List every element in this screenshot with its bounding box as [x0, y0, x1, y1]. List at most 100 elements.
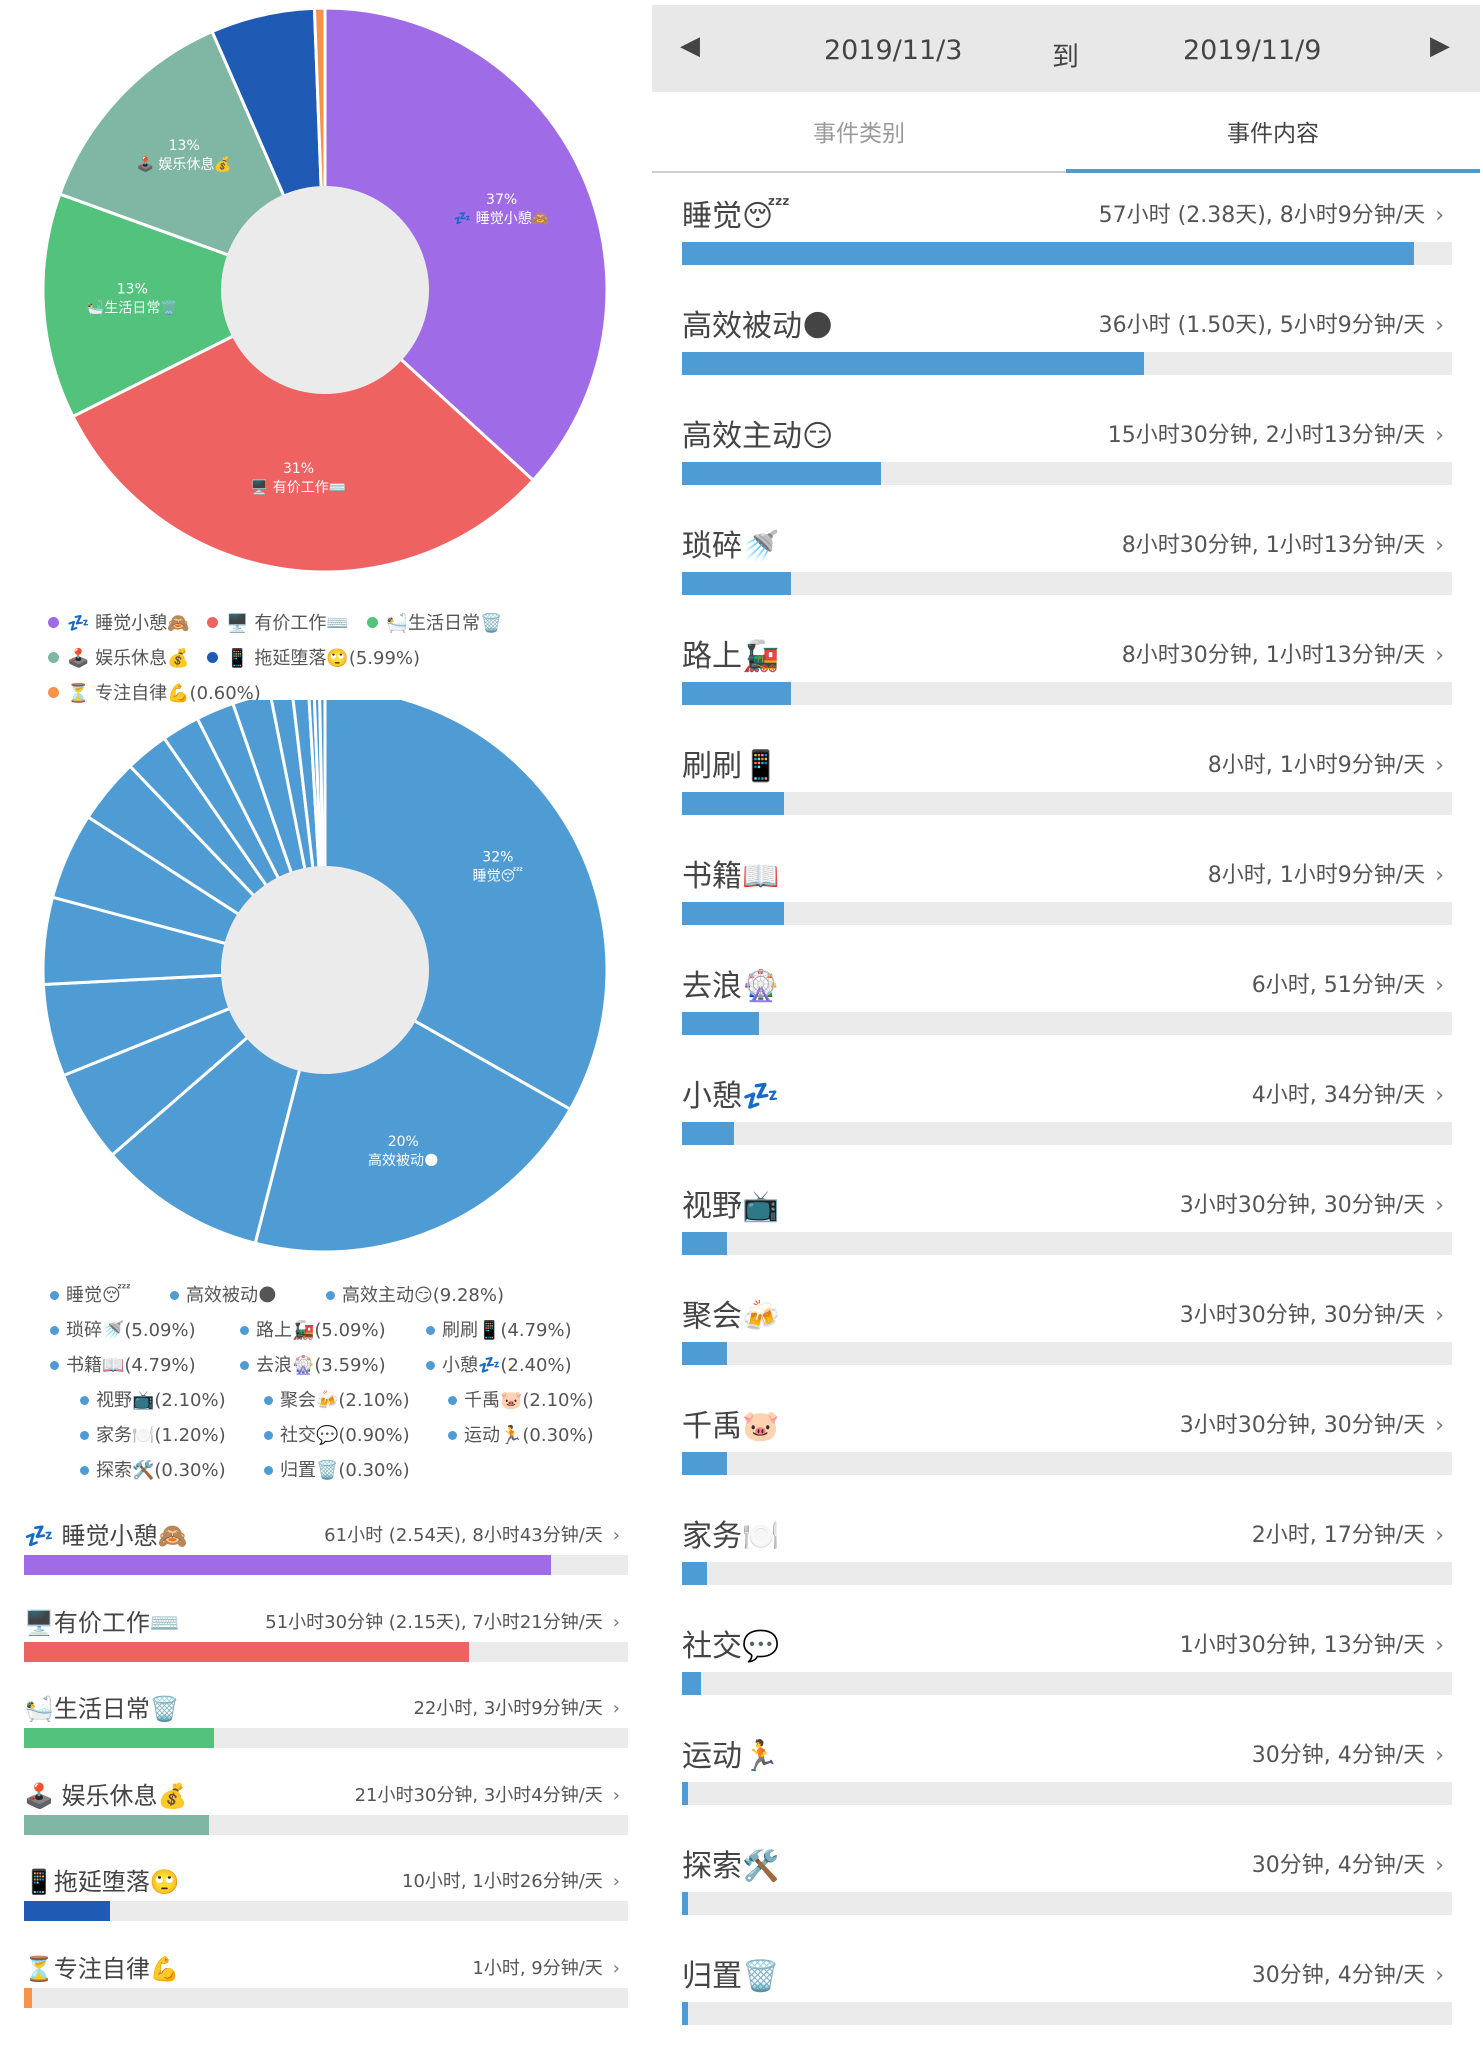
event-stat-text: 8小时, 1小时9分钟/天 — [1207, 863, 1426, 888]
category-name: ⏳专注自律💪 — [24, 1954, 180, 1983]
event-row[interactable]: 归置🗑️ 30分钟, 4分钟/天 › — [682, 1935, 1452, 2045]
legend-label: 去浪🎡(3.59%) — [256, 1355, 386, 1376]
category-row[interactable]: 🕹️ 娱乐休息💰 21小时30分钟, 3小时4分钟/天 › — [24, 1770, 628, 1857]
prev-week-icon[interactable]: ◀ — [680, 31, 700, 61]
event-stat: 8小时30分钟, 1小时13分钟/天 › — [1122, 527, 1444, 559]
chevron-right-icon: › — [1435, 1963, 1444, 1988]
category-row[interactable]: 📱拖延堕落🙄 10小时, 1小时26分钟/天 › — [24, 1856, 628, 1943]
legend-label: 刷刷📱(4.79%) — [442, 1320, 572, 1341]
progress-fill — [682, 1122, 734, 1145]
category-list: 💤 睡觉小憩🙈 61小时 (2.54天), 8小时43分钟/天 › 🖥️有价工作⌨… — [24, 1510, 628, 2029]
event-name: 琐碎🚿 — [682, 529, 780, 564]
progress-track — [682, 1782, 1452, 1805]
legend-label: 📱 拖延堕落🙄(5.99%) — [226, 648, 421, 669]
legend-item: 路上🚂(5.09%) — [240, 1316, 386, 1342]
tab-event-content[interactable]: 事件内容 — [1227, 121, 1319, 147]
progress-track — [24, 1987, 628, 2008]
legend-dot — [326, 1291, 335, 1300]
event-row[interactable]: 探索🛠️ 30分钟, 4分钟/天 › — [682, 1825, 1452, 1935]
chevron-right-icon: › — [1435, 1743, 1444, 1768]
legend-item: 探索🛠️(0.30%) — [80, 1456, 226, 1482]
legend-dot — [264, 1466, 273, 1475]
event-row[interactable]: 社交💬 1小时30分钟, 13分钟/天 › — [682, 1605, 1452, 1715]
progress-fill — [682, 242, 1414, 265]
legend-item: 书籍📖(4.79%) — [50, 1351, 196, 1377]
progress-fill — [682, 1562, 708, 1585]
category-name: 🛀生活日常🗑️ — [24, 1695, 180, 1723]
legend-item: 🖥️ 有价工作⌨️ — [207, 606, 349, 641]
right-panel: ◀ 2019/11/3 到 2019/11/9 ▶ 事件类别 事件内容 睡觉😴 5… — [652, 0, 1483, 2048]
event-row[interactable]: 去浪🎡 6小时, 51分钟/天 › — [682, 945, 1452, 1055]
chevron-right-icon: › — [1435, 753, 1444, 778]
category-stat-text: 51小时30分钟 (2.15天), 7小时21分钟/天 — [265, 1611, 603, 1633]
event-row[interactable]: 家务🍽️ 2小时, 17分钟/天 › — [682, 1495, 1452, 1605]
event-name: 刷刷📱 — [682, 749, 780, 784]
tab-active-indicator — [1066, 169, 1480, 173]
chevron-right-icon: › — [1435, 203, 1444, 228]
event-stat-text: 8小时30分钟, 1小时13分钟/天 — [1121, 533, 1426, 558]
progress-track — [682, 902, 1452, 925]
event-stat: 30分钟, 4分钟/天 › — [1252, 1847, 1444, 1879]
progress-fill — [682, 1452, 727, 1475]
pie-slice — [70, 288, 536, 574]
legend-label: 睡觉😴 — [66, 1285, 131, 1306]
legend-item: 视野📺(2.10%) — [80, 1386, 226, 1412]
event-row[interactable]: 聚会🍻 3小时30分钟, 30分钟/天 › — [682, 1275, 1452, 1385]
legend-item: 社交💬(0.90%) — [264, 1421, 410, 1447]
progress-fill — [24, 1987, 33, 2008]
legend-item: 🕹️ 娱乐休息💰 — [48, 641, 190, 676]
event-row[interactable]: 书籍📖 8小时, 1小时9分钟/天 › — [682, 835, 1452, 945]
progress-fill — [24, 1728, 215, 1748]
event-row[interactable]: 琐碎🚿 8小时30分钟, 1小时13分钟/天 › — [682, 505, 1452, 615]
progress-fill — [682, 462, 881, 485]
category-row[interactable]: 🖥️有价工作⌨️ 51小时30分钟 (2.15天), 7小时21分钟/天 › — [24, 1597, 628, 1684]
next-week-icon[interactable]: ▶ — [1430, 31, 1450, 61]
event-row[interactable]: 运动🏃 30分钟, 4分钟/天 › — [682, 1715, 1452, 1825]
progress-fill — [682, 682, 792, 705]
slice-percent-label: 31% — [283, 461, 314, 477]
event-name: 归置🗑️ — [682, 1959, 780, 1994]
legend-item: 💤 睡觉小憩🙈 — [48, 606, 190, 641]
legend-label: 聚会🍻(2.10%) — [280, 1390, 410, 1411]
slice-name-label: 🛀生活日常🗑️ — [87, 299, 178, 316]
category-stat-text: 1小时, 9分钟/天 — [472, 1957, 603, 1979]
category-donut-chart: 37% 💤 睡觉小憩🙈 31% 🖥️ 有价工作⌨️ 13% 🛀生活日常🗑️ 13% 🕹️ 娱乐… — [41, 6, 609, 574]
legend-dot — [240, 1361, 249, 1370]
event-stat-text: 6小时, 51分钟/天 — [1251, 973, 1426, 998]
category-row[interactable]: ⏳专注自律💪 1小时, 9分钟/天 › — [24, 1943, 628, 2030]
event-stat-text: 8小时30分钟, 1小时13分钟/天 — [1121, 643, 1426, 668]
event-stat: 30分钟, 4分钟/天 › — [1252, 1737, 1444, 1769]
legend-dot — [50, 1326, 59, 1335]
event-row[interactable]: 高效主动😏 15小时30分钟, 2小时13分钟/天 › — [682, 395, 1452, 505]
progress-fill — [24, 1814, 210, 1835]
end-date[interactable]: 2019/11/9 — [1183, 35, 1322, 66]
event-row[interactable]: 睡觉😴 57小时 (2.38天), 8小时9分钟/天 › — [682, 175, 1452, 285]
event-name: 探索🛠️ — [682, 1849, 780, 1884]
event-stat-text: 3小时30分钟, 30分钟/天 — [1179, 1413, 1426, 1438]
legend-row: 💤 睡觉小憩🙈 🖥️ 有价工作⌨️ 🛀生活日常🗑️ — [48, 606, 648, 641]
chevron-right-icon: › — [1435, 1413, 1444, 1438]
legend-dot — [80, 1396, 89, 1405]
event-row[interactable]: 路上🚂 8小时30分钟, 1小时13分钟/天 › — [682, 615, 1452, 725]
event-stat-text: 1小时30分钟, 13分钟/天 — [1179, 1633, 1426, 1658]
legend-dot — [240, 1326, 249, 1335]
slice-name-label: 🕹️ 娱乐休息💰 — [137, 156, 232, 173]
event-row[interactable]: 小憩💤 4小时, 34分钟/天 › — [682, 1055, 1452, 1165]
event-row[interactable]: 高效被动🌑 36小时 (1.50天), 5小时9分钟/天 › — [682, 285, 1452, 395]
legend-label: 🖥️ 有价工作⌨️ — [226, 613, 349, 634]
chevron-right-icon: › — [612, 1871, 620, 1892]
category-row[interactable]: 🛀生活日常🗑️ 22小时, 3小时9分钟/天 › — [24, 1683, 628, 1770]
start-date[interactable]: 2019/11/3 — [824, 35, 963, 66]
event-row[interactable]: 千禹🐷 3小时30分钟, 30分钟/天 › — [682, 1385, 1452, 1495]
event-row[interactable]: 视野📺 3小时30分钟, 30分钟/天 › — [682, 1165, 1452, 1275]
event-row[interactable]: 刷刷📱 8小时, 1小时9分钟/天 › — [682, 725, 1452, 835]
chevron-right-icon: › — [1435, 863, 1444, 888]
progress-fill — [682, 2002, 689, 2025]
chevron-right-icon: › — [1435, 1083, 1444, 1108]
donut-hole — [221, 866, 429, 1074]
tab-event-category[interactable]: 事件类别 — [813, 121, 905, 147]
event-name: 千禹🐷 — [682, 1409, 780, 1444]
category-row[interactable]: 💤 睡觉小憩🙈 61小时 (2.54天), 8小时43分钟/天 › — [24, 1510, 628, 1597]
progress-track — [682, 1012, 1452, 1035]
category-stat: 21小时30分钟, 3小时4分钟/天 › — [355, 1781, 620, 1807]
